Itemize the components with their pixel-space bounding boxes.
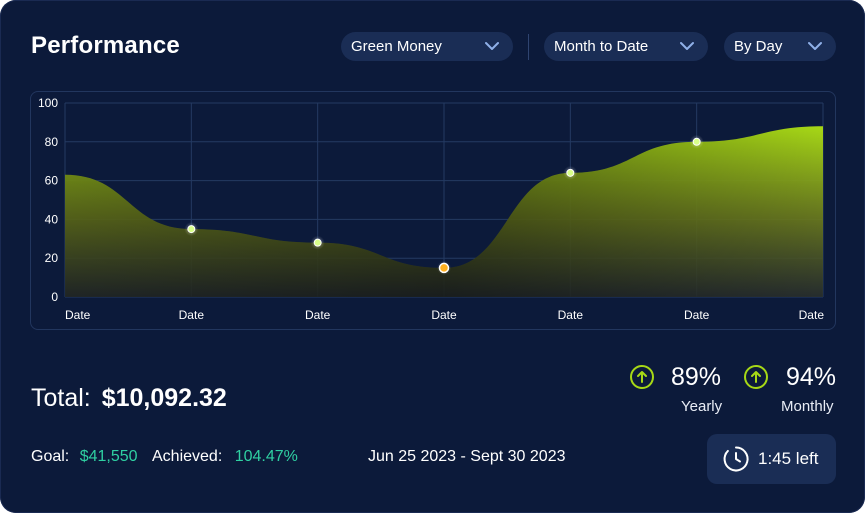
- time-left-label: 1:45 left: [758, 449, 819, 468]
- x-tick-label: Date: [684, 308, 710, 322]
- x-tick-label: Date: [799, 308, 825, 322]
- data-point: [313, 238, 322, 247]
- goal-info: Goal: $41,550 Achieved: 104.47%: [31, 448, 298, 466]
- x-tick-label: Date: [431, 308, 457, 322]
- granularity-dropdown-label: By Day: [734, 38, 783, 55]
- money-type-dropdown-label: Green Money: [351, 38, 442, 55]
- x-tick-label: Date: [558, 308, 584, 322]
- period-dropdown[interactable]: Month to Date: [544, 32, 708, 61]
- y-tick-label: 100: [38, 96, 58, 110]
- arrow-up-circle-icon: [744, 365, 768, 389]
- goal-value: $41,550: [79, 448, 138, 465]
- chevron-down-icon: [680, 42, 694, 50]
- time-left-button[interactable]: 1:45 left: [707, 434, 836, 484]
- date-range: Jun 25 2023 - Sept 30 2023: [368, 448, 566, 465]
- achieved-value: 104.47%: [234, 448, 298, 465]
- y-tick-label: 80: [45, 135, 59, 149]
- money-type-dropdown[interactable]: Green Money: [341, 32, 513, 61]
- dropdown-divider: [528, 34, 529, 60]
- chevron-down-icon: [808, 42, 822, 50]
- y-tick-label: 0: [51, 290, 58, 304]
- data-point: [692, 137, 701, 146]
- monthly-percent: 94%: [786, 363, 837, 391]
- period-dropdown-label: Month to Date: [554, 38, 649, 55]
- goal-label: Goal:: [31, 448, 70, 465]
- y-tick-label: 60: [45, 174, 59, 188]
- data-point: [187, 225, 196, 234]
- page-title: Performance: [31, 32, 180, 59]
- y-tick-label: 20: [45, 251, 59, 265]
- chart-frame: [30, 91, 836, 330]
- total-label: Total:: [31, 384, 91, 412]
- x-tick-label: Date: [179, 308, 205, 322]
- monthly-label: Monthly: [781, 398, 834, 415]
- granularity-dropdown[interactable]: By Day: [724, 32, 836, 61]
- timer-icon: [723, 446, 749, 472]
- chevron-down-icon: [485, 42, 499, 50]
- y-tick-label: 40: [45, 212, 59, 226]
- area-shade: [65, 126, 823, 297]
- arrow-up-circle-icon: [630, 365, 654, 389]
- achieved-label: Achieved:: [152, 448, 223, 465]
- x-tick-label: Date: [305, 308, 331, 322]
- x-tick-label: Date: [65, 308, 91, 322]
- total-summary: Total: $10,092.32: [31, 384, 227, 413]
- yearly-percent: 89%: [671, 363, 722, 391]
- performance-chart: 0 20 40 60 80 100 Date Date Date Date Date Date Date: [38, 96, 825, 322]
- yearly-label: Yearly: [681, 398, 723, 415]
- data-point: [438, 262, 450, 274]
- total-value: $10,092.32: [101, 384, 227, 412]
- data-point: [566, 168, 575, 177]
